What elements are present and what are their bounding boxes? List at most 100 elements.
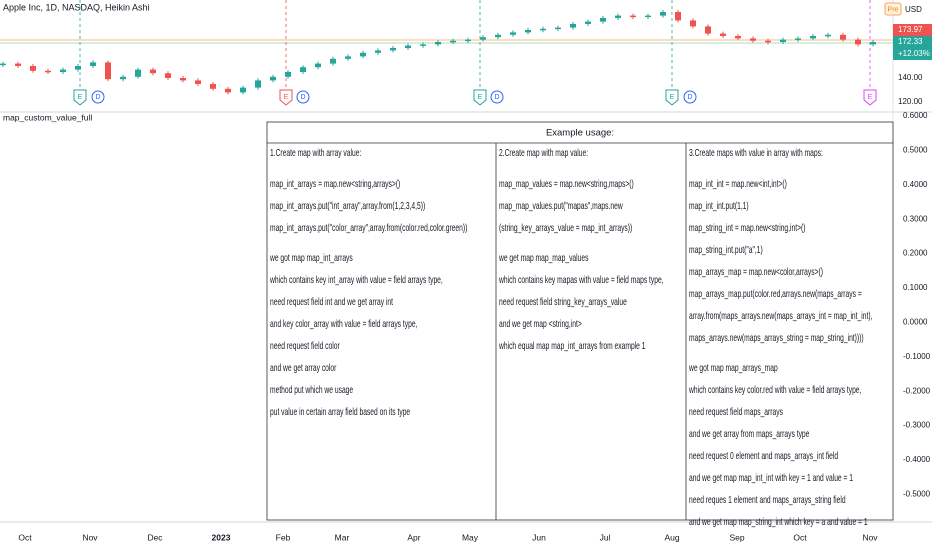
event-label: D bbox=[687, 94, 692, 101]
code-line: need request field int and we get array … bbox=[270, 295, 393, 307]
candle bbox=[135, 69, 141, 77]
candle bbox=[570, 24, 576, 28]
column-heading: 2.Create map with map value: bbox=[499, 146, 588, 158]
candle bbox=[510, 32, 516, 35]
candle bbox=[780, 39, 786, 42]
candle bbox=[720, 33, 726, 36]
candle bbox=[255, 80, 261, 88]
column-heading: 3.Create maps with value in array with m… bbox=[689, 146, 823, 158]
dividend-marker bbox=[683, 90, 697, 104]
candle bbox=[555, 27, 561, 30]
event-label: E bbox=[670, 94, 675, 101]
code-line: method put which we usage bbox=[270, 383, 353, 395]
column-heading: 1.Create map with array value: bbox=[270, 146, 361, 158]
code-line: and key color_array with value = field a… bbox=[270, 317, 417, 329]
time-label: Oct bbox=[793, 532, 807, 542]
candle bbox=[0, 63, 6, 66]
pane-axis-label: 0.1000 bbox=[903, 283, 928, 292]
time-label: Aug bbox=[664, 532, 679, 542]
code-line: array.from(maps_arrays.new(maps_arrays_i… bbox=[689, 309, 872, 321]
symbol-title: Apple Inc, 1D, NASDAQ, Heikin Ashi bbox=[3, 2, 150, 12]
candle bbox=[735, 36, 741, 39]
candle bbox=[765, 40, 771, 43]
pane-axis-label: 0.4000 bbox=[903, 180, 928, 189]
candle bbox=[795, 38, 801, 40]
price-badge bbox=[893, 48, 932, 60]
candle bbox=[360, 52, 366, 57]
code-line: need request field color bbox=[270, 339, 340, 351]
code-line: map_int_int.put(1,1) bbox=[689, 199, 749, 211]
pane-axis-label: -0.1000 bbox=[903, 352, 931, 361]
table-frame bbox=[266, 121, 894, 521]
event-label: D bbox=[300, 94, 305, 101]
candle bbox=[465, 39, 471, 42]
pane-axis-label: -0.4000 bbox=[903, 455, 931, 464]
table-column: 2.Create map with map value: map_map_valu… bbox=[498, 146, 663, 351]
time-label: Nov bbox=[82, 532, 98, 542]
candle bbox=[45, 70, 51, 73]
code-line: (string_key_arrays_value = map_int_array… bbox=[499, 221, 632, 233]
candle bbox=[180, 78, 186, 81]
code-line: and we get map map_int_int with key = 1 … bbox=[689, 471, 853, 483]
price-badge-label: 172.33 bbox=[898, 37, 923, 46]
pane-axis-label: 0.0000 bbox=[903, 318, 928, 327]
candle bbox=[30, 66, 36, 71]
earnings-marker bbox=[473, 89, 487, 106]
code-line: and we get map map_string_int which key … bbox=[689, 515, 868, 527]
code-line: map_map_values.put("mapas",maps.new bbox=[499, 199, 623, 211]
code-line: and we get array color bbox=[270, 361, 336, 373]
table-column: 1.Create map with array value: map_int_ar… bbox=[269, 146, 467, 417]
candle bbox=[825, 34, 831, 37]
pre-label: Pre bbox=[888, 6, 899, 13]
candle bbox=[600, 18, 606, 22]
candle bbox=[525, 30, 531, 33]
event-label: D bbox=[95, 94, 100, 101]
code-line: map_int_arrays.put("color_array",array.f… bbox=[270, 221, 467, 233]
candle bbox=[210, 84, 216, 89]
earnings-marker bbox=[863, 89, 877, 106]
pane-axis-label: -0.2000 bbox=[903, 386, 931, 395]
time-label: Jun bbox=[532, 532, 546, 542]
candle bbox=[195, 80, 201, 84]
code-line: and we get map <string,int> bbox=[499, 317, 582, 329]
candle bbox=[855, 39, 861, 45]
price-label: 140.00 bbox=[898, 73, 923, 82]
candle bbox=[645, 15, 651, 18]
earnings-marker bbox=[665, 89, 679, 106]
time-label: 2023 bbox=[212, 532, 231, 542]
candle bbox=[345, 56, 351, 59]
pane-axis-label: 0.5000 bbox=[903, 146, 928, 155]
currency[interactable]: USD bbox=[905, 5, 922, 14]
code-line: we got map map_arrays_map bbox=[688, 361, 778, 373]
code-line: need request 0 element and maps_arrays_i… bbox=[689, 449, 838, 461]
candle bbox=[585, 21, 591, 24]
code-line: map_arrays_map.put(color.red,arrays.new(… bbox=[689, 287, 862, 299]
candle bbox=[750, 38, 756, 41]
candle bbox=[630, 15, 636, 18]
candle bbox=[315, 63, 321, 68]
candle bbox=[150, 69, 156, 74]
candle bbox=[435, 42, 441, 45]
code-line: and we get array from maps_arrays type bbox=[689, 427, 809, 439]
pane-axis-label: -0.5000 bbox=[903, 490, 931, 499]
code-line: maps_arrays.new(maps_arrays_string = map… bbox=[689, 331, 864, 343]
time-label: May bbox=[462, 532, 479, 542]
candle bbox=[90, 62, 96, 66]
price-badge-label: 173.97 bbox=[898, 25, 923, 34]
code-line: map_arrays_map = map.new<color,arrays>() bbox=[689, 265, 823, 277]
pre-badge[interactable] bbox=[884, 2, 902, 16]
candle bbox=[75, 66, 81, 70]
candle bbox=[870, 42, 876, 45]
code-line: we got map map_int_arrays bbox=[269, 251, 353, 263]
price-badge-label: +12.03% bbox=[898, 49, 930, 58]
candle bbox=[675, 12, 681, 21]
candle bbox=[390, 48, 396, 51]
time-label: Sep bbox=[729, 532, 744, 542]
indicator-name: map_custom_value_full bbox=[3, 112, 92, 122]
candle bbox=[300, 67, 306, 72]
candle bbox=[420, 44, 426, 46]
candle bbox=[225, 88, 231, 93]
pane-axis-label: 0.2000 bbox=[903, 249, 928, 258]
candle bbox=[240, 87, 246, 93]
